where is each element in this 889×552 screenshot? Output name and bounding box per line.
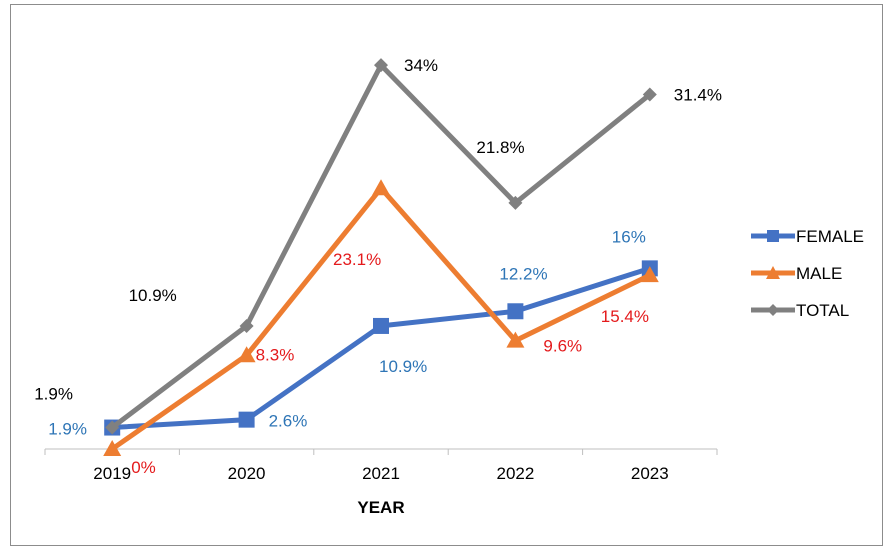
legend-marker [766,266,780,279]
series-marker [105,420,120,435]
data-label: 15.4% [601,307,649,326]
x-axis-title: YEAR [357,498,404,517]
data-label: 23.1% [333,250,381,269]
legend-marker [767,304,779,316]
series-marker [642,87,657,102]
data-label: 34% [404,56,438,75]
x-tick-label: 2020 [228,464,266,483]
x-tick-label: 2022 [496,464,534,483]
legend-label-male: MALE [796,264,842,283]
line-chart: 2019 2020 2021 2022 2023 1.9% 2.6%10.9%12.2%1… [34,56,864,517]
series-marker [373,317,389,334]
x-axis: 2019 2020 2021 2022 2023 [44,448,718,483]
chart-area: 2019 2020 2021 2022 2023 1.9% 2.6% 10.9% 12.2% 1… [10,4,883,546]
legend-marker [767,230,779,242]
series-marker [508,195,523,210]
data-labels: 1.9% 2.6% 10.9% 12.2% 16% 0% 8.3% 23.1% 9.6% 15.4… [34,56,722,477]
data-label: 8.3% [256,345,295,364]
series-marker [237,346,256,363]
series-marker [507,303,524,320]
series-marker [374,58,388,73]
data-label: 10.9% [379,357,427,376]
data-label: 31.4% [674,86,722,105]
data-label: 9.6% [543,337,582,356]
legend-label-female: FEMALE [796,227,864,246]
data-label: 1.9% [48,420,87,439]
x-tick-label: 2021 [362,464,400,483]
series-marker [640,266,659,283]
data-label: 12.2% [499,264,547,283]
series-marker [506,331,525,348]
data-label: 10.9% [129,286,177,305]
data-label: 16% [612,227,646,246]
legend-label-total: TOTAL [796,301,849,320]
x-tick-label: 2023 [631,464,669,483]
legend: FEMALE MALE TOTAL [751,227,864,320]
series-marker [238,411,255,428]
series-marker [103,440,122,456]
data-label: 2.6% [269,412,308,431]
data-label: 21.8% [476,138,524,157]
series-marker [372,179,390,196]
x-tick-label: 2019 [93,464,131,483]
data-label: 0% [131,458,156,477]
series-marker [239,318,254,333]
series-lines [103,58,659,456]
data-label: 1.9% [34,385,73,404]
